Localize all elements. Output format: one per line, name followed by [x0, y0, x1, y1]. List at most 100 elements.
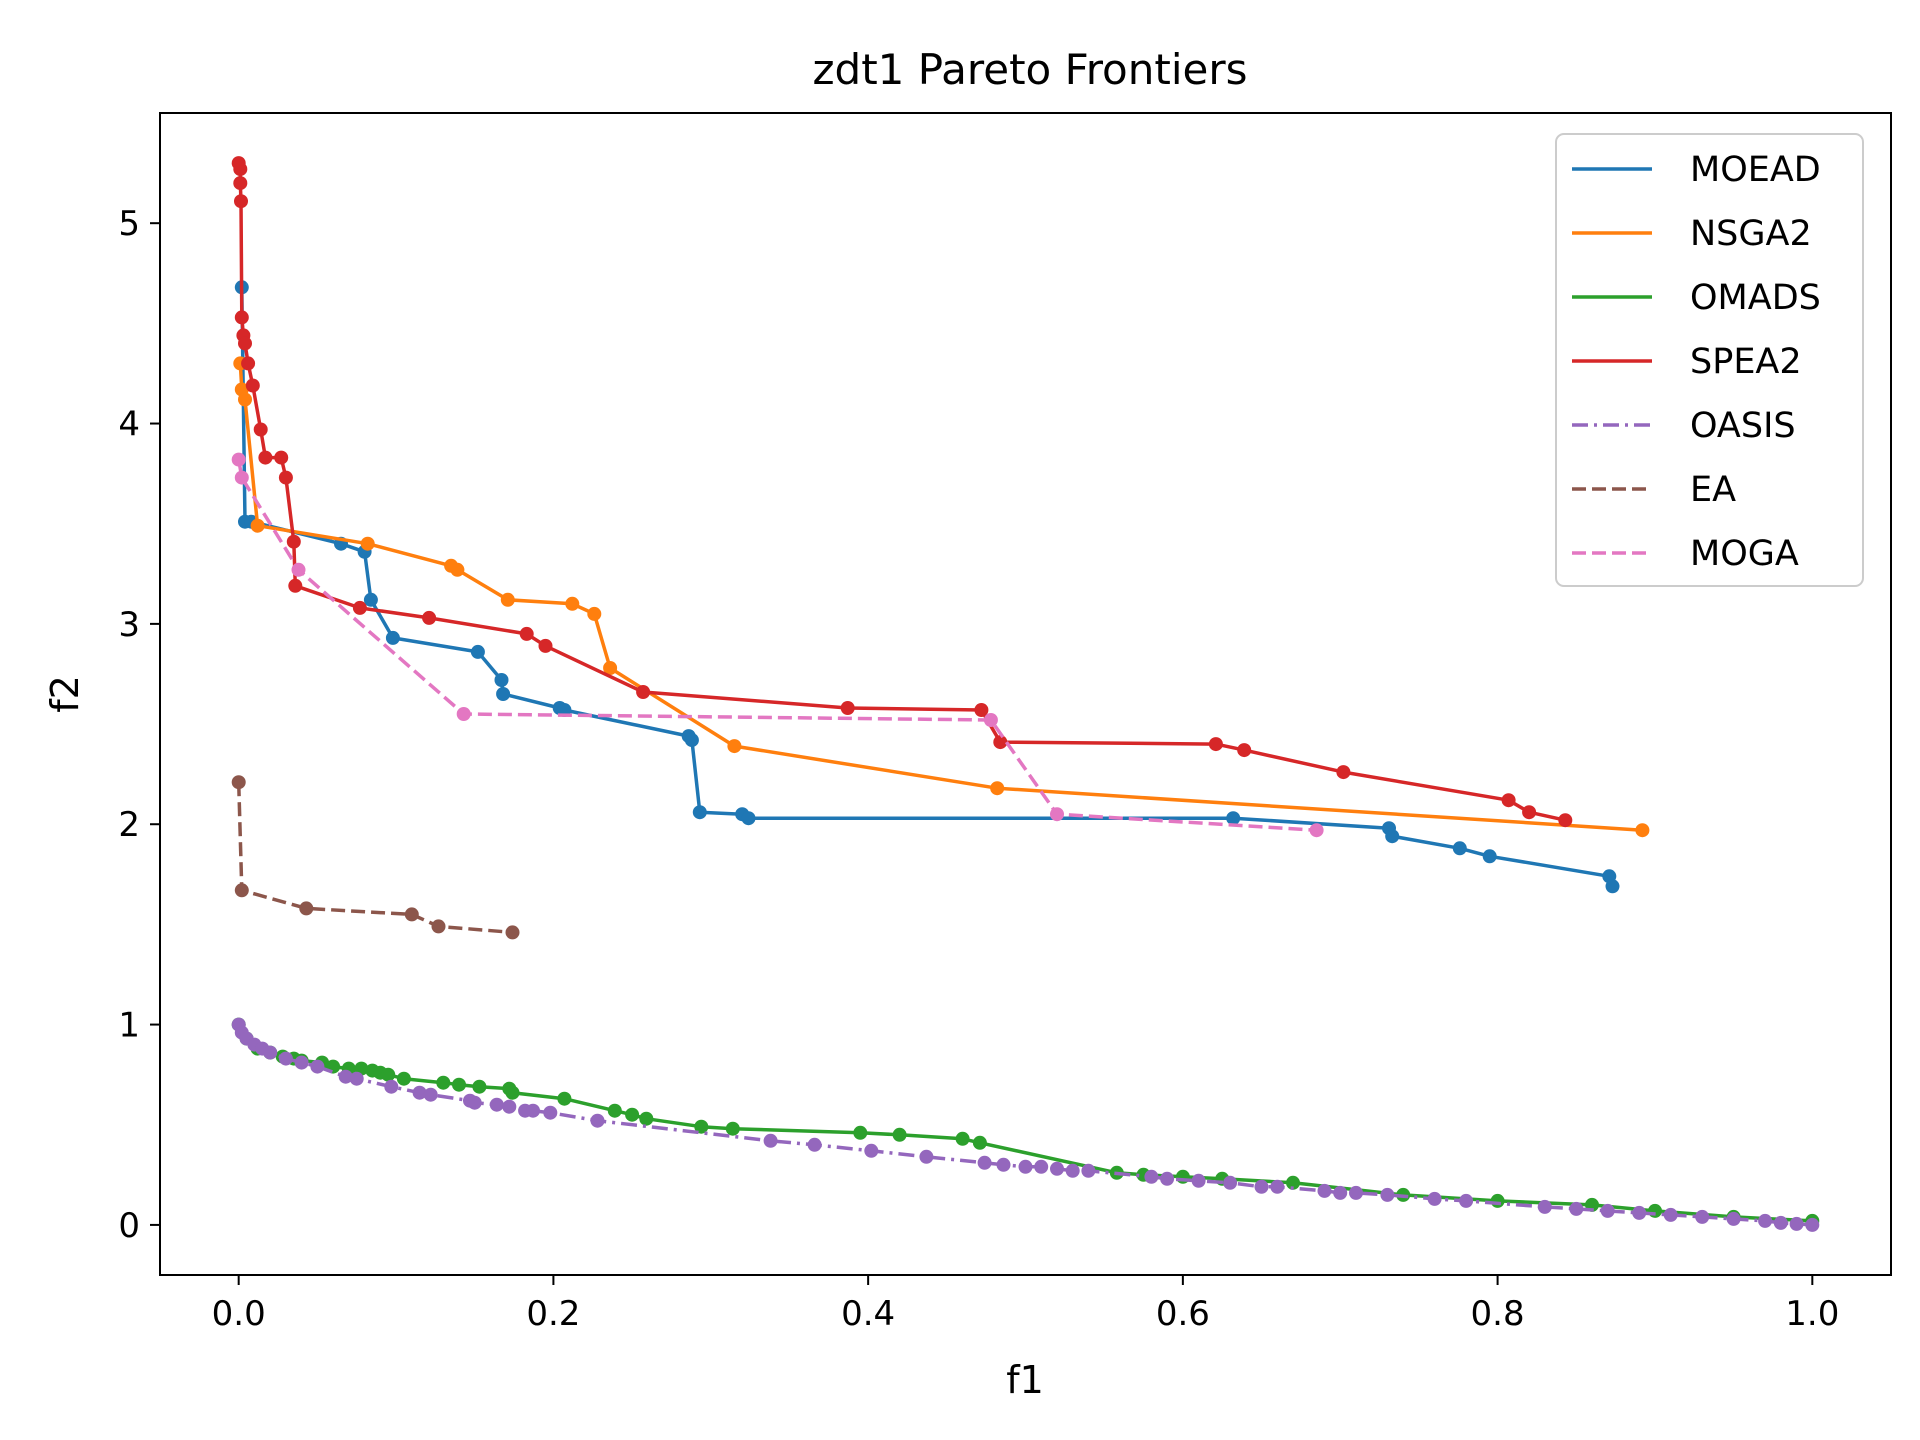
data-point-omads: [1648, 1203, 1662, 1218]
x-tick-label: 0.6: [1156, 1294, 1210, 1334]
data-point-oasis: [1569, 1201, 1584, 1216]
series-spea2: [231, 156, 1573, 828]
data-point-nsga2: [587, 606, 602, 621]
data-point-oasis: [1695, 1209, 1710, 1224]
data-point-nsga2: [500, 592, 515, 607]
data-point-oasis: [1270, 1179, 1285, 1194]
data-point-nsga2: [727, 739, 742, 754]
series-line-omads: [237, 1023, 1813, 1223]
data-point-spea2: [1501, 793, 1516, 808]
data-point-oasis: [489, 1097, 504, 1112]
data-point-moga: [234, 470, 249, 485]
data-point-moga: [231, 452, 246, 467]
data-point-oasis: [278, 1051, 293, 1066]
x-tick-label: 0.2: [526, 1294, 580, 1334]
data-point-omads: [853, 1125, 868, 1140]
data-point-ea: [505, 925, 520, 940]
series-line-moead: [240, 287, 1615, 887]
y-axis-label: f2: [43, 675, 87, 713]
data-point-spea2: [1558, 813, 1573, 828]
data-point-oasis: [763, 1133, 778, 1148]
data-point-oasis: [977, 1155, 992, 1170]
data-point-spea2: [233, 176, 248, 191]
data-point-moead: [385, 630, 400, 645]
legend-label-spea2: SPEA2: [1690, 342, 1802, 382]
data-point-omads: [694, 1119, 709, 1134]
data-point-moga: [291, 562, 306, 577]
legend-item-nsga2: NSGA2: [1572, 214, 1812, 254]
data-point-moead: [1605, 879, 1620, 894]
legend-item-moga: MOGA: [1572, 534, 1799, 574]
data-point-oasis: [294, 1055, 309, 1070]
data-point-oasis: [1144, 1169, 1159, 1184]
data-point-omads: [639, 1111, 654, 1126]
data-point-oasis: [1537, 1199, 1552, 1214]
data-point-spea2: [993, 735, 1008, 750]
chart-title: zdt1 Pareto Frontiers: [812, 45, 1247, 94]
data-point-oasis: [1663, 1207, 1678, 1222]
series-nsga2: [233, 356, 1650, 838]
y-tick-label: 4: [118, 405, 140, 445]
data-point-oasis: [1758, 1213, 1773, 1228]
data-point-oasis: [384, 1079, 399, 1094]
data-point-moead: [1385, 829, 1400, 844]
data-point-oasis: [349, 1071, 364, 1086]
data-point-omads: [557, 1091, 572, 1106]
data-point-oasis: [1805, 1217, 1820, 1232]
data-point-spea2: [288, 578, 303, 593]
data-point-spea2: [1336, 765, 1351, 780]
plot-area: [159, 112, 1892, 1276]
x-tick-label: 0.4: [841, 1294, 895, 1334]
data-point-oasis: [996, 1157, 1011, 1172]
data-point-oasis: [1380, 1187, 1395, 1202]
data-point-oasis: [1034, 1159, 1049, 1174]
data-point-oasis: [1317, 1183, 1332, 1198]
legend: MOEAD NSGA2 OMADS SPEA2 OASIS EA MOGA: [1555, 133, 1864, 587]
y-axis: 0 1 2 3 4 5: [118, 204, 160, 1246]
data-point-spea2: [258, 450, 273, 465]
data-point-omads: [505, 1085, 520, 1100]
data-point-spea2: [538, 638, 553, 653]
legend-label-oasis: OASIS: [1690, 406, 1796, 446]
data-point-spea2: [234, 310, 249, 325]
data-point-nsga2: [360, 536, 375, 551]
data-point-oasis: [263, 1045, 278, 1060]
data-point-ea: [299, 901, 314, 916]
data-point-oasis: [1726, 1211, 1741, 1226]
data-point-spea2: [422, 610, 437, 625]
data-point-oasis: [1065, 1163, 1080, 1178]
data-point-oasis: [1050, 1161, 1064, 1176]
data-point-moga: [456, 707, 471, 721]
data-point-moead: [692, 805, 707, 820]
legend-label-moead: MOEAD: [1690, 150, 1821, 190]
y-tick-label: 3: [118, 605, 140, 645]
data-point-oasis: [1459, 1193, 1474, 1208]
series-moead: [234, 280, 1620, 894]
data-point-oasis: [1081, 1163, 1096, 1178]
data-point-oasis: [543, 1105, 558, 1120]
data-point-oasis: [1160, 1171, 1175, 1186]
y-tick-label: 5: [118, 204, 140, 244]
data-point-omads: [607, 1103, 622, 1118]
data-point-oasis: [338, 1069, 353, 1084]
data-point-spea2: [241, 356, 256, 371]
x-tick-label: 0.0: [212, 1294, 266, 1334]
legend-item-oasis: OASIS: [1572, 406, 1796, 446]
data-point-omads: [436, 1075, 451, 1090]
data-point-oasis: [423, 1087, 438, 1102]
data-point-oasis: [526, 1103, 540, 1118]
y-tick-label: 2: [118, 805, 140, 845]
series-layer: [231, 156, 1820, 1232]
data-point-moga: [1050, 807, 1064, 822]
data-point-omads: [955, 1131, 970, 1146]
data-point-spea2: [286, 534, 301, 549]
data-point-nsga2: [238, 392, 252, 407]
data-point-omads: [725, 1121, 740, 1136]
series-oasis: [231, 1017, 1820, 1232]
legend-label-nsga2: NSGA2: [1690, 214, 1812, 254]
data-point-omads: [1490, 1193, 1505, 1208]
data-point-oasis: [1427, 1191, 1442, 1206]
data-point-omads: [381, 1067, 396, 1082]
data-point-oasis: [1349, 1185, 1363, 1200]
